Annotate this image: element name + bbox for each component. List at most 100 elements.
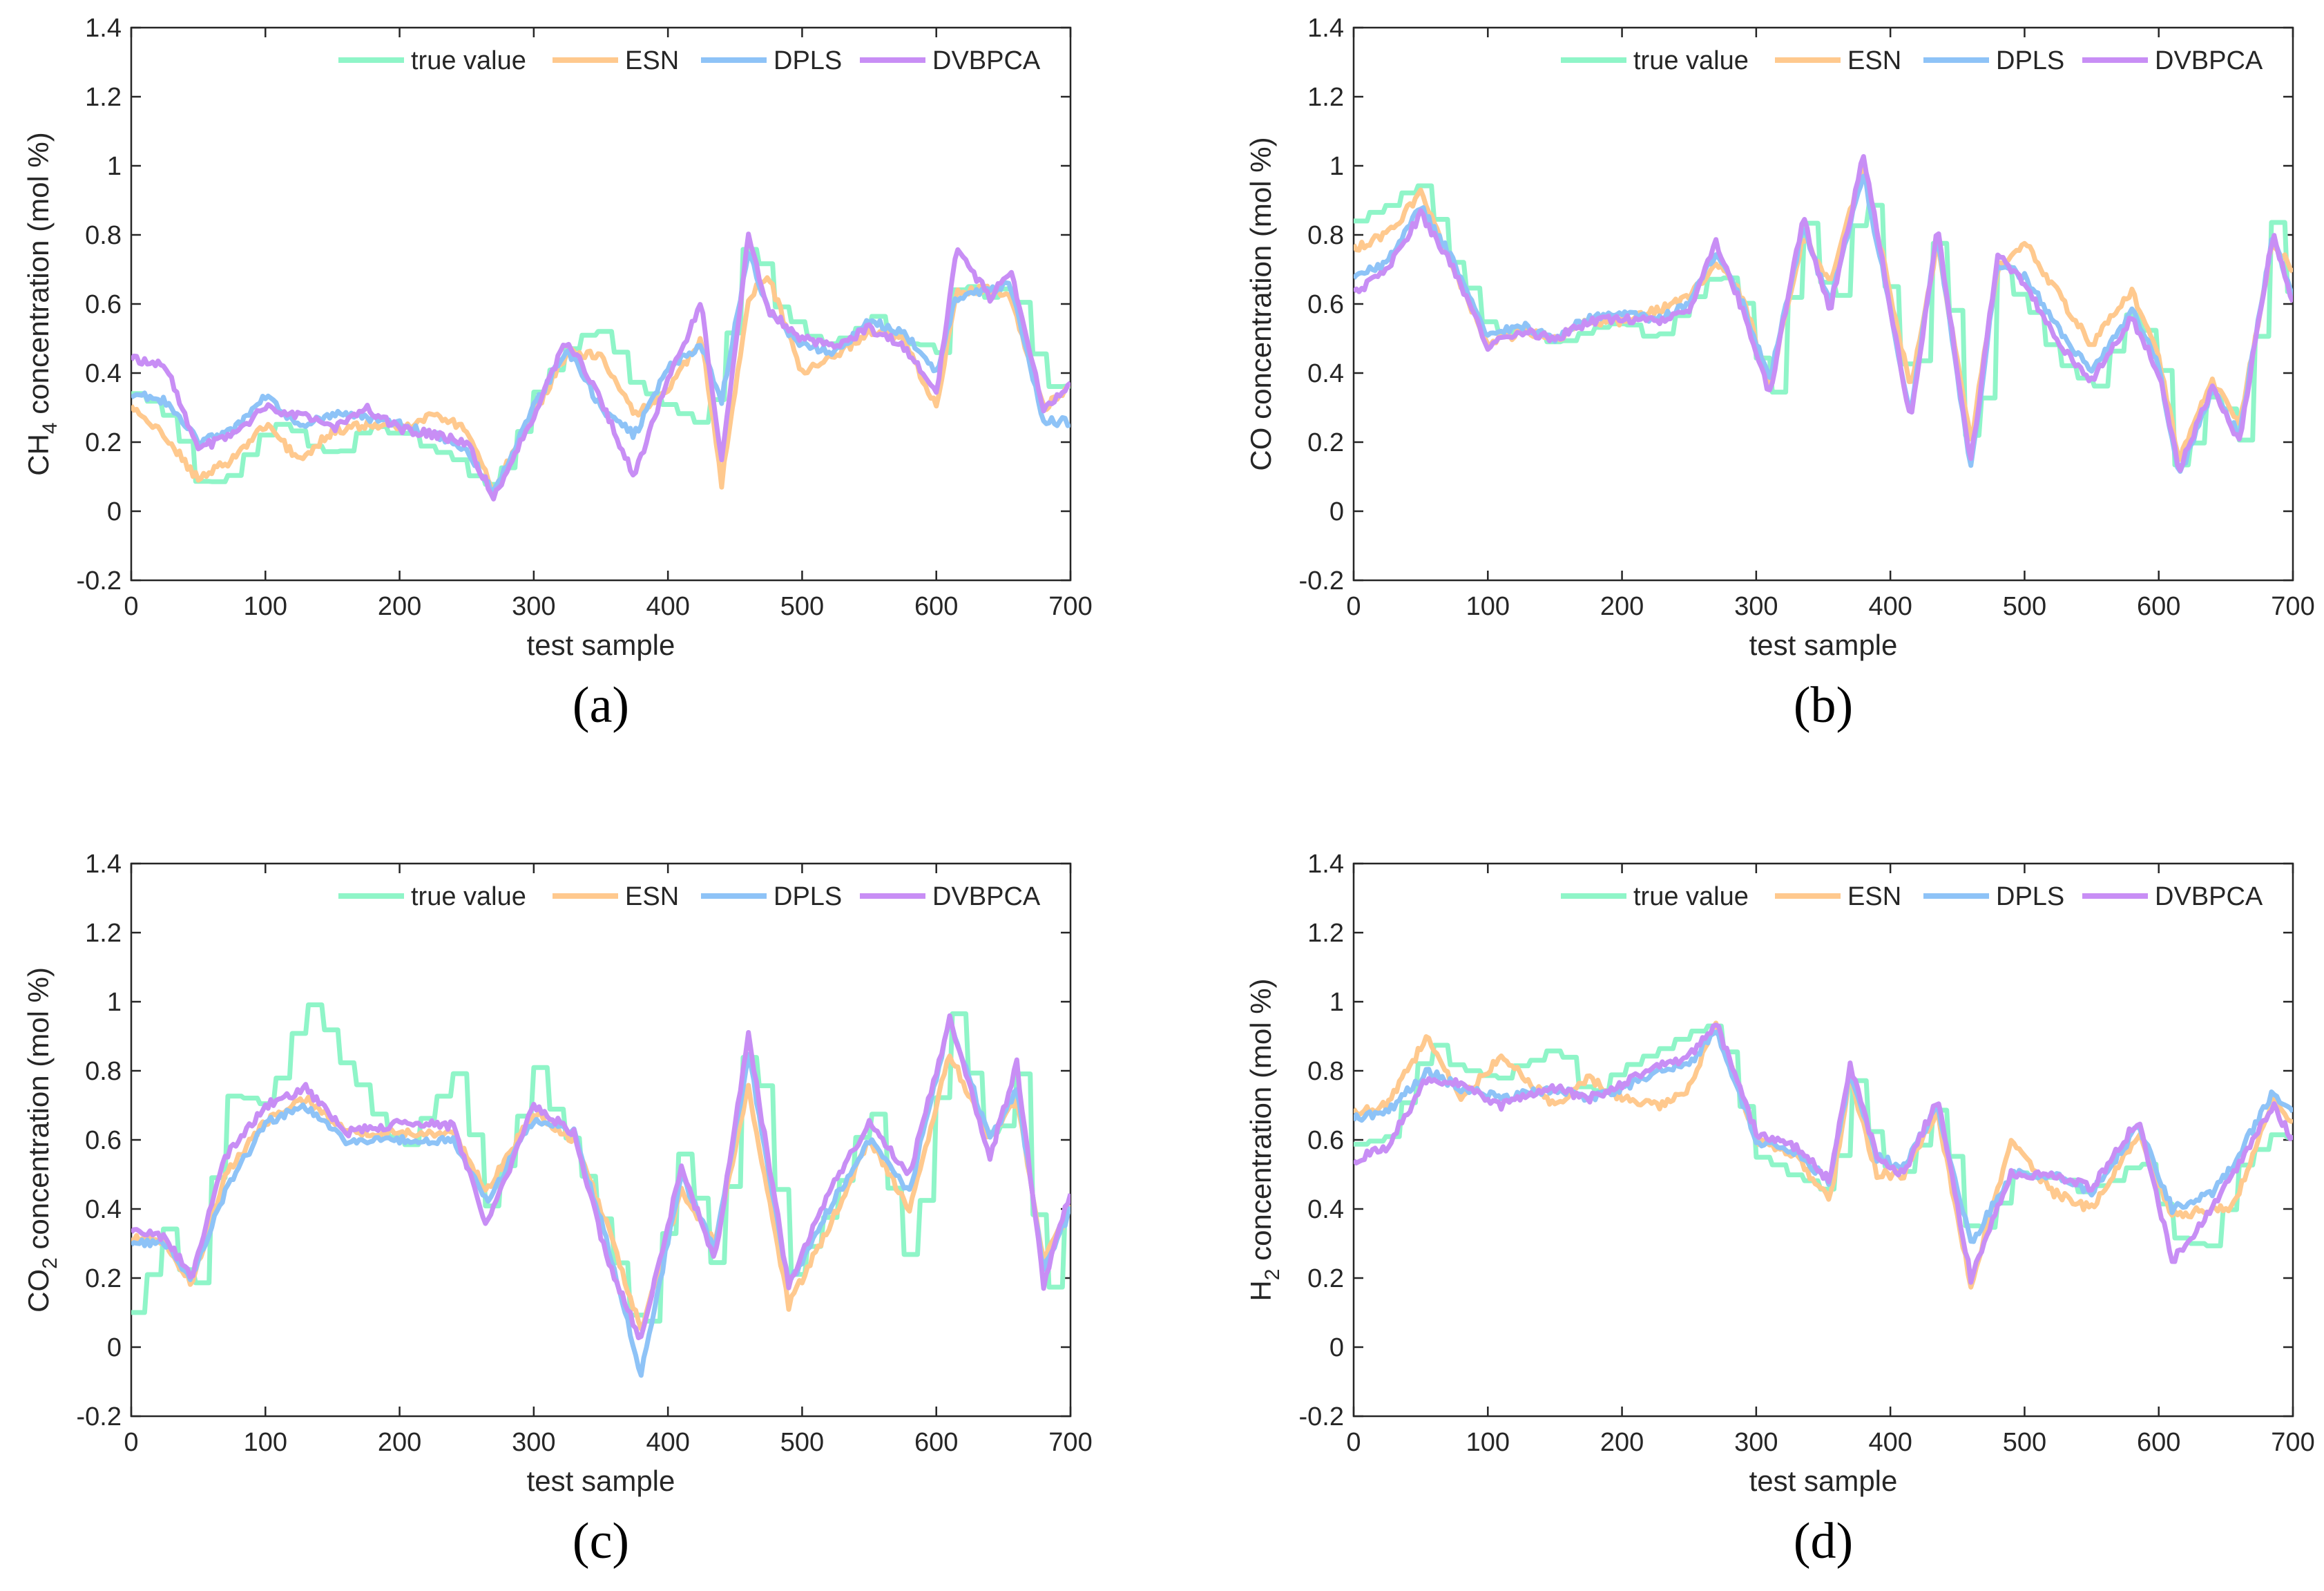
y-tick-label: -0.2 [1299,566,1344,596]
legend-label: ESN [625,46,679,75]
y-tick-label: 0.6 [85,290,122,319]
panel-caption: (a) [573,677,629,734]
y-tick-label: 0.6 [1307,1126,1344,1155]
x-tick-label: 500 [780,592,824,621]
series-line-dvbpca [1354,154,2293,473]
series-group [1354,1020,2293,1290]
legend-label: true value [411,46,526,75]
y-axis-label-main: CH [22,434,55,476]
series-group [131,1002,1070,1378]
axes-frame [130,862,1072,1418]
y-tick-label: -0.2 [1299,1402,1344,1431]
y-axis-label-subscript: 2 [39,1257,61,1269]
y-tick-label: 0.6 [85,1126,122,1155]
y-axis-label: CO concentration (mol %) [1245,137,1277,470]
legend-label: DPLS [1996,882,2064,911]
y-tick-label: 1.2 [1307,83,1344,112]
legend-label: true value [411,882,526,911]
legend-label: ESN [625,882,679,911]
x-tick-label: 600 [2137,1428,2180,1457]
panel-caption: (d) [1794,1513,1853,1570]
x-tick-label: 400 [646,1428,689,1457]
y-tick-label: 0.8 [1307,221,1344,250]
x-tick-label: 200 [378,1428,421,1457]
legend-label: DPLS [1996,46,2064,75]
y-axis-label: H2 concentration (mol %) [1245,978,1284,1301]
y-tick-label: 0.8 [1307,1057,1344,1086]
legend-label: ESN [1847,46,1901,75]
y-tick-label: 1.2 [1307,919,1344,948]
axes-frame [130,26,1072,582]
x-tick-label: 700 [2271,592,2314,621]
y-axis-label: CH4 concentration (mol %) [22,132,61,476]
x-axis-label: test sample [527,629,675,661]
y-axis-label-subscript: 4 [39,422,61,434]
x-tick-label: 200 [1600,1428,1644,1457]
panel-caption: (c) [573,1513,629,1570]
legend-label: true value [1633,46,1749,75]
y-tick-label: 0.8 [85,221,122,250]
y-axis-label-main: CO concentration (mol %) [1245,137,1277,470]
y-tick-label: 0.2 [1307,1264,1344,1293]
y-tick-label: 1.4 [85,14,122,43]
x-tick-label: 500 [2003,592,2046,621]
x-tick-label: 300 [512,592,555,621]
y-tick-label: 1.2 [85,919,122,948]
y-axis-label-main: H [1245,1280,1277,1301]
legend: true value ESN DPLS DVBPCA [338,46,1041,75]
y-axis-label-subscript: 2 [1261,1269,1284,1281]
x-tick-label: 400 [1868,1428,1912,1457]
series-line-dpls [131,1014,1070,1378]
x-tick-label: 700 [1048,1428,1092,1457]
x-axis-label: test sample [1749,629,1898,661]
panel-caption: (b) [1794,677,1853,734]
x-tick-label: 0 [1346,1428,1361,1457]
x-tick-label: 500 [2003,1428,2046,1457]
legend: true value ESN DPLS DVBPCA [1561,46,2263,75]
series-line-dvbpca [131,1013,1070,1340]
legend: true value ESN DPLS DVBPCA [338,882,1041,911]
series-line-dvbpca [131,231,1070,502]
y-tick-label: -0.2 [77,1402,122,1431]
axes-frame [1352,862,2294,1418]
x-tick-label: 600 [914,592,958,621]
x-tick-label: 700 [2271,1428,2314,1457]
y-tick-label: 0 [107,497,122,526]
y-tick-label: 0 [107,1333,122,1362]
y-tick-label: 0.4 [85,1195,122,1224]
y-tick-label: 1 [107,152,122,181]
x-tick-label: 400 [646,592,689,621]
series-group [1354,154,2293,474]
y-tick-label: 0 [1329,1333,1344,1362]
legend-label: DPLS [774,882,842,911]
x-tick-label: 600 [914,1428,958,1457]
legend: true value ESN DPLS DVBPCA [1561,882,2263,911]
series-line-esn [1354,1020,2293,1290]
legend-label: DVBPCA [932,46,1041,75]
y-tick-label: 1.4 [1307,850,1344,879]
x-tick-label: 100 [1466,1428,1510,1457]
y-tick-label: 0.4 [85,359,122,388]
x-axis-label: test sample [1749,1465,1898,1497]
x-tick-label: 100 [1466,592,1510,621]
axes-frame [1352,26,2294,582]
x-axis-label: test sample [527,1465,675,1497]
y-tick-label: 1 [1329,988,1344,1017]
x-tick-label: 0 [124,1428,138,1457]
y-tick-label: 0.2 [85,1264,122,1293]
x-tick-label: 300 [1734,1428,1778,1457]
y-tick-label: 1.4 [85,850,122,879]
legend-label: DVBPCA [2155,46,2263,75]
legend-label: DVBPCA [932,882,1041,911]
y-tick-label: 0.6 [1307,290,1344,319]
y-tick-label: 1 [1329,152,1344,181]
legend-label: true value [1633,882,1749,911]
y-tick-label: 0.4 [1307,1195,1344,1224]
legend-label: DVBPCA [2155,882,2263,911]
x-tick-label: 0 [1346,592,1361,621]
x-tick-label: 200 [1600,592,1644,621]
series-group [131,231,1070,502]
panel-a: 0 100 200 300 400 500 600 700-0.200.20.40.60.81… [22,14,1093,734]
y-tick-label: 0.2 [1307,428,1344,457]
y-axis-label-rest: concentration (mol %) [22,132,55,422]
